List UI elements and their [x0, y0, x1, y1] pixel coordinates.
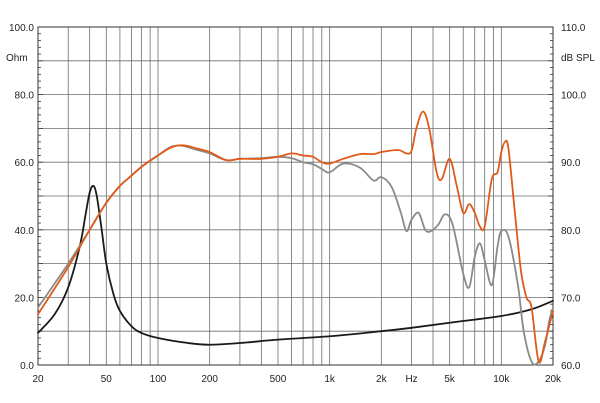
y-right-tick-label: 110.0: [561, 23, 586, 34]
y-left-tick-label: 80.0: [15, 91, 35, 102]
grid: [38, 26, 553, 366]
y-left-tick-label: 100.0: [9, 23, 34, 34]
y-left-tick-label: 40.0: [15, 226, 35, 237]
y-left-unit-label: Ohm: [6, 53, 28, 64]
x-tick-label: 2k: [376, 374, 388, 385]
y-left-tick-label: 20.0: [15, 293, 35, 304]
y-right-tick-label: 100.0: [561, 91, 586, 102]
x-tick-label: 200: [201, 374, 218, 385]
y-right-unit-label: dB SPL: [561, 53, 595, 64]
y-right-tick-label: 90.0: [561, 158, 581, 169]
x-tick-label: 5k: [444, 374, 456, 385]
series-layer: [37, 110, 554, 366]
x-tick-label: 100: [150, 374, 167, 385]
y-right-tick-label: 70.0: [561, 293, 581, 304]
x-unit-label: Hz: [405, 374, 417, 385]
y-right-tick-label: 80.0: [561, 226, 581, 237]
impedance-curve: [37, 184, 554, 346]
spl-curve-orange: [37, 110, 554, 364]
y-left-tick-label: 0.0: [20, 361, 34, 372]
x-tick-label: 1k: [324, 374, 336, 385]
x-tick-label: 20k: [545, 374, 562, 385]
tick-labels: 0.0 20.0 40.0 60.0 80.0 100.0 60.0 70.0 80.0 90.0…: [6, 23, 595, 385]
spl-curve-gray: [37, 144, 554, 366]
x-tick-label: 20: [32, 374, 44, 385]
axes: [37, 26, 554, 366]
y-left-tick-label: 60.0: [15, 158, 35, 169]
x-tick-label: 500: [270, 374, 287, 385]
x-tick-label: 10k: [493, 374, 510, 385]
y-right-tick-label: 60.0: [561, 361, 581, 372]
x-tick-label: 50: [101, 374, 113, 385]
plot-frame: [37, 26, 554, 366]
